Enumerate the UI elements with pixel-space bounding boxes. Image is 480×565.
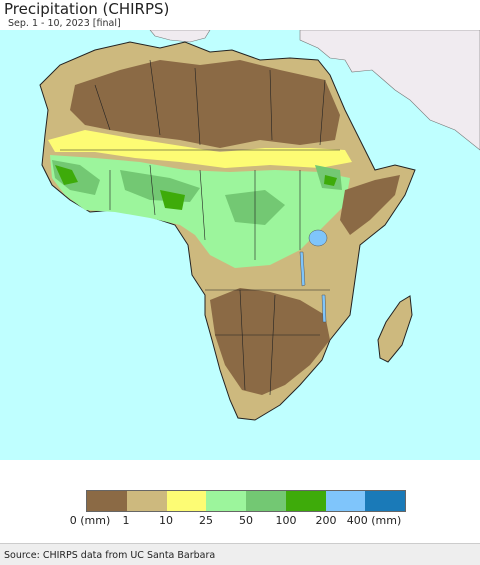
- rift-lakes: [299, 251, 327, 323]
- source-credit: Source: CHIRPS data from UC Santa Barbar…: [4, 550, 216, 561]
- sahara-dry-zone: [70, 60, 340, 148]
- southern-africa-dry-zone: [210, 288, 330, 395]
- africa-precipitation-map: [0, 30, 480, 460]
- heavy-rain-pockets: [52, 160, 342, 225]
- legend-label: 200: [315, 514, 337, 527]
- east-africa-dry-zone: [340, 175, 400, 235]
- legend-labels: 0 (mm) 1 10 25 50 100 200 400 (mm): [0, 514, 480, 530]
- madagascar: [377, 295, 413, 363]
- legend-swatch-100-200: [285, 491, 326, 511]
- legend-label: 25: [199, 514, 213, 527]
- legend-swatch-400-plus: [365, 491, 405, 511]
- legend-label: 10: [159, 514, 173, 527]
- legend-swatch-25-50: [206, 491, 246, 511]
- map-title: Precipitation (CHIRPS): [4, 0, 170, 18]
- footer-bar: Source: CHIRPS data from UC Santa Barbar…: [0, 543, 480, 565]
- outside-region-land: [149, 30, 480, 151]
- map-subtitle: Sep. 1 - 10, 2023 [final]: [8, 18, 121, 29]
- lake-victoria: [308, 229, 328, 247]
- legend-swatch-200-400: [325, 491, 366, 511]
- legend-swatch-0-1: [87, 491, 127, 511]
- legend-swatch-10-25: [166, 491, 207, 511]
- legend-label: 1: [122, 514, 130, 527]
- legend-label: 0 (mm): [69, 514, 111, 527]
- country-borders: [60, 59, 340, 396]
- legend-swatch-1-10: [126, 491, 167, 511]
- legend-color-bar: [86, 490, 406, 512]
- legend-label: 100: [275, 514, 297, 527]
- legend-label: 50: [239, 514, 253, 527]
- sahel-light-rain: [48, 130, 352, 168]
- legend-label: 400 (mm): [346, 514, 402, 527]
- legend-swatch-50-100: [246, 491, 286, 511]
